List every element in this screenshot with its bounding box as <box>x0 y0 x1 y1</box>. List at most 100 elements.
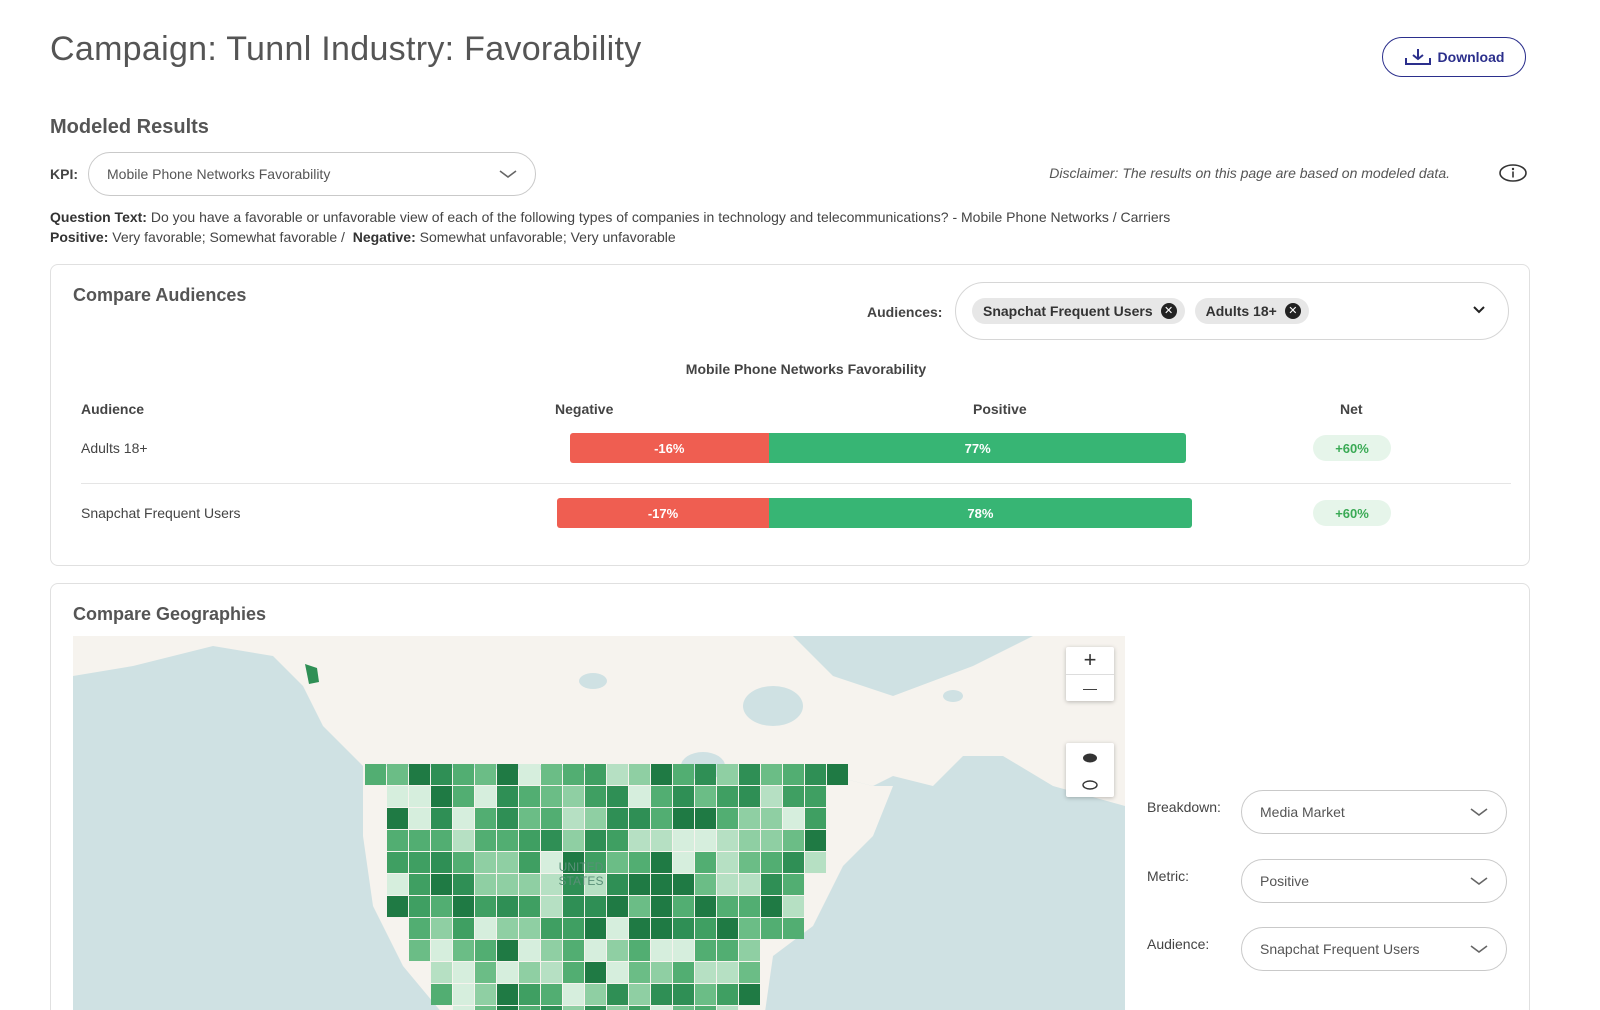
map-region[interactable] <box>783 918 804 939</box>
outline-shape-button[interactable] <box>1066 770 1114 797</box>
map-region[interactable] <box>717 962 738 983</box>
map-region[interactable] <box>497 984 518 1005</box>
map-region[interactable] <box>497 764 518 785</box>
map-region[interactable] <box>475 764 496 785</box>
map-region[interactable] <box>563 830 584 851</box>
breakdown-select[interactable]: Media Market <box>1241 790 1507 834</box>
map-region[interactable] <box>629 1006 650 1010</box>
map-region[interactable] <box>497 940 518 961</box>
map-region[interactable] <box>585 830 606 851</box>
map-region[interactable] <box>409 764 430 785</box>
map-region[interactable] <box>475 852 496 873</box>
fill-shape-button[interactable] <box>1066 743 1114 770</box>
map-region[interactable] <box>409 852 430 873</box>
map-region[interactable] <box>431 918 452 939</box>
map-region[interactable] <box>651 962 672 983</box>
map-region[interactable] <box>453 830 474 851</box>
map-region[interactable] <box>563 852 584 873</box>
map-region[interactable] <box>453 896 474 917</box>
map-region[interactable] <box>695 1006 716 1010</box>
map-region[interactable] <box>629 808 650 829</box>
map-region[interactable] <box>519 786 540 807</box>
map-region[interactable] <box>607 808 628 829</box>
map-region[interactable] <box>805 852 826 873</box>
map-region[interactable] <box>739 874 760 895</box>
map-region[interactable] <box>651 984 672 1005</box>
map-region[interactable] <box>783 874 804 895</box>
map-region[interactable] <box>453 918 474 939</box>
map-region[interactable] <box>783 786 804 807</box>
audience-chip[interactable]: Adults 18+ ✕ <box>1194 298 1309 324</box>
map-region[interactable] <box>783 808 804 829</box>
map-region[interactable] <box>519 984 540 1005</box>
map-region[interactable] <box>761 764 782 785</box>
map-region[interactable] <box>673 764 694 785</box>
map-region[interactable] <box>497 874 518 895</box>
map-region[interactable] <box>541 984 562 1005</box>
map-region[interactable] <box>629 918 650 939</box>
map-region[interactable] <box>409 940 430 961</box>
map-region[interactable] <box>607 874 628 895</box>
map-region[interactable] <box>563 918 584 939</box>
map-region[interactable] <box>695 874 716 895</box>
map-region[interactable] <box>717 786 738 807</box>
map-region[interactable] <box>695 896 716 917</box>
map-region[interactable] <box>453 786 474 807</box>
map-region[interactable] <box>607 984 628 1005</box>
map-region[interactable] <box>695 830 716 851</box>
map-region[interactable] <box>431 962 452 983</box>
map-region[interactable] <box>651 896 672 917</box>
map-region[interactable] <box>585 940 606 961</box>
map-region[interactable] <box>761 786 782 807</box>
map-region[interactable] <box>651 786 672 807</box>
map-region[interactable] <box>431 940 452 961</box>
map-region[interactable] <box>497 808 518 829</box>
map-region[interactable] <box>607 786 628 807</box>
map-region[interactable] <box>563 786 584 807</box>
map-region[interactable] <box>387 786 408 807</box>
map-region[interactable] <box>541 808 562 829</box>
map-region[interactable] <box>585 1006 606 1010</box>
map-region[interactable] <box>387 896 408 917</box>
map-region[interactable] <box>739 764 760 785</box>
map-region[interactable] <box>541 874 562 895</box>
map-region[interactable] <box>475 918 496 939</box>
map-region[interactable] <box>629 830 650 851</box>
map-region[interactable] <box>651 830 672 851</box>
audience-filter-select[interactable]: Snapchat Frequent Users <box>1241 927 1507 971</box>
map-region[interactable] <box>585 962 606 983</box>
map-region[interactable] <box>761 808 782 829</box>
map-region[interactable] <box>651 808 672 829</box>
map-region[interactable] <box>805 786 826 807</box>
map-region[interactable] <box>805 808 826 829</box>
map-region[interactable] <box>607 940 628 961</box>
map-region[interactable] <box>431 808 452 829</box>
x-circle-icon[interactable]: ✕ <box>1284 303 1301 319</box>
map-region[interactable] <box>563 962 584 983</box>
map-region[interactable] <box>431 852 452 873</box>
map-region[interactable] <box>717 852 738 873</box>
map-region[interactable] <box>453 764 474 785</box>
map-region[interactable] <box>475 830 496 851</box>
map-region[interactable] <box>563 1006 584 1010</box>
map-region[interactable] <box>387 764 408 785</box>
map-region[interactable] <box>475 786 496 807</box>
map-region[interactable] <box>695 940 716 961</box>
map-region[interactable] <box>585 918 606 939</box>
map-region[interactable] <box>585 874 606 895</box>
map-region[interactable] <box>739 786 760 807</box>
map-region[interactable] <box>497 1006 518 1010</box>
map-region[interactable] <box>431 874 452 895</box>
audiences-select[interactable]: Snapchat Frequent Users ✕ Adults 18+ ✕ <box>955 282 1509 340</box>
map-region[interactable] <box>761 852 782 873</box>
map-region[interactable] <box>475 1006 496 1010</box>
map-region[interactable] <box>475 874 496 895</box>
map-region[interactable] <box>409 874 430 895</box>
map-region[interactable] <box>673 808 694 829</box>
map-region[interactable] <box>695 918 716 939</box>
download-button[interactable]: Download <box>1382 37 1526 77</box>
map-region[interactable] <box>695 852 716 873</box>
map-region[interactable] <box>409 918 430 939</box>
map-region[interactable] <box>497 786 518 807</box>
map-region[interactable] <box>475 808 496 829</box>
